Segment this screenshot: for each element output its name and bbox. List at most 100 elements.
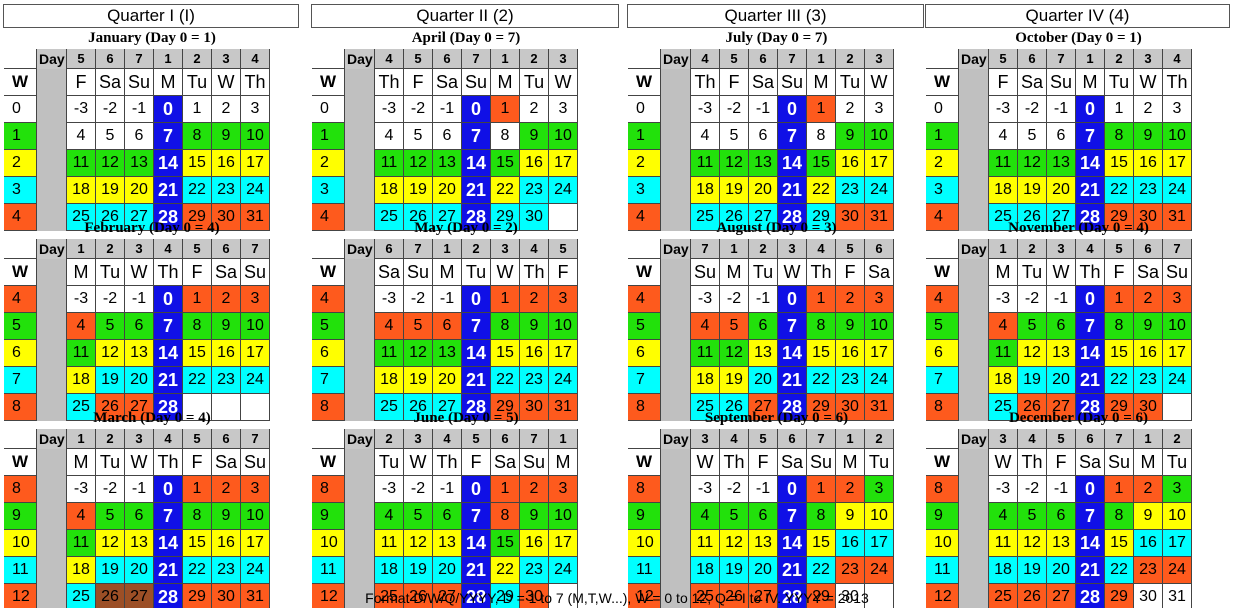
month-block: October (Day 0 = 1) Day 5 6 7 1 2 3 4 W F Sa Su M Tu W T… xyxy=(926,28,1231,231)
day-number: 4 xyxy=(520,239,549,259)
day-number: 7 xyxy=(1047,49,1076,69)
day-number: 2 xyxy=(1018,239,1047,259)
gray-spacer xyxy=(345,286,375,313)
month-title: June (Day 0 = 5) xyxy=(413,410,519,426)
gray-spacer xyxy=(661,367,691,394)
day-cell: 31 xyxy=(241,204,270,231)
week-number: 3 xyxy=(312,177,345,204)
day-cell: 19 xyxy=(96,177,125,204)
weekday-name: Su xyxy=(404,259,433,286)
day-cell: -1 xyxy=(1047,286,1076,313)
month-grid: Day 2 3 4 5 6 7 1 W Tu W Th F Sa Su M 8 -3 -2 -1 0 1 2 3 9 4 5 6 7 8 9… xyxy=(312,429,578,608)
day-cell: 6 xyxy=(1047,503,1076,530)
day-cell: 19 xyxy=(1018,177,1047,204)
day-cell: 15 xyxy=(491,530,520,557)
gray-spacer xyxy=(661,503,691,530)
day-cell: 30 xyxy=(520,584,549,608)
day-zero-cell: 14 xyxy=(778,150,807,177)
day-number: 7 xyxy=(691,239,720,259)
day-cell: 31 xyxy=(549,394,578,421)
day-cell: -3 xyxy=(691,476,720,503)
gray-spacer xyxy=(345,530,375,557)
month-grid: Day 7 1 2 3 4 5 6 W Su M Tu W Th F Sa 4 -3 -2 -1 0 1 2 3 5 4 5 6 7 8 9… xyxy=(628,239,894,421)
day-cell: 29 xyxy=(491,204,520,231)
weekday-name: M xyxy=(807,69,836,96)
month-block: January (Day 0 = 1) Day 5 6 7 1 2 3 4 W F Sa Su M Tu W T… xyxy=(4,28,300,231)
day-zero-cell: 28 xyxy=(462,584,491,608)
day-cell: 2 xyxy=(1134,286,1163,313)
day-cell: 26 xyxy=(1018,204,1047,231)
day-number: 7 xyxy=(462,49,491,69)
weekday-name: Sa xyxy=(1018,69,1047,96)
day-cell: 25 xyxy=(67,584,96,608)
day-cell: 25 xyxy=(375,394,404,421)
day-cell: 13 xyxy=(749,340,778,367)
day-number: 7 xyxy=(404,239,433,259)
day-cell: 20 xyxy=(433,177,462,204)
day-cell: 15 xyxy=(183,340,212,367)
gray-spacer xyxy=(37,96,67,123)
gray-spacer xyxy=(661,150,691,177)
week-number: 5 xyxy=(4,313,37,340)
day-cell: 3 xyxy=(865,286,894,313)
weekday-name: Tu xyxy=(1163,449,1192,476)
weekday-name: Tu xyxy=(865,449,894,476)
day-cell: 15 xyxy=(1105,150,1134,177)
gray-spacer xyxy=(959,69,989,96)
week-number: 12 xyxy=(628,584,661,608)
day-cell: 18 xyxy=(375,557,404,584)
day-cell: 3 xyxy=(549,286,578,313)
weekday-name: W xyxy=(549,69,578,96)
gray-spacer xyxy=(345,259,375,286)
day-cell: 23 xyxy=(212,557,241,584)
weekday-name: Su xyxy=(462,69,491,96)
gray-spacer xyxy=(345,367,375,394)
weekday-name: M xyxy=(1076,69,1105,96)
weekday-name: M xyxy=(549,449,578,476)
gray-spacer xyxy=(37,204,67,231)
day-cell: 17 xyxy=(1163,150,1192,177)
corner-cell xyxy=(312,239,345,259)
day-number: 2 xyxy=(183,49,212,69)
weekday-name: F xyxy=(836,259,865,286)
day-cell: 29 xyxy=(807,584,836,608)
day-zero-cell: 0 xyxy=(462,476,491,503)
day-cell xyxy=(865,584,894,608)
day-number: 3 xyxy=(1047,239,1076,259)
day-cell: 29 xyxy=(183,584,212,608)
day-cell: 4 xyxy=(989,313,1018,340)
day-number: 4 xyxy=(807,239,836,259)
day-cell: 15 xyxy=(1105,340,1134,367)
day-cell: 9 xyxy=(212,123,241,150)
day-cell: 26 xyxy=(96,394,125,421)
day-cell: 13 xyxy=(433,150,462,177)
corner-cell xyxy=(926,429,959,449)
day-number: 6 xyxy=(375,239,404,259)
day-cell: 19 xyxy=(96,367,125,394)
month-title: March (Day 0 = 4) xyxy=(93,410,211,426)
day-zero-cell: 28 xyxy=(1076,204,1105,231)
weekday-name: Su xyxy=(520,449,549,476)
day-number: 4 xyxy=(720,429,749,449)
day-cell xyxy=(212,394,241,421)
gray-spacer xyxy=(661,123,691,150)
day-cell: -1 xyxy=(433,476,462,503)
day-cell: 12 xyxy=(96,150,125,177)
day-cell: 15 xyxy=(491,340,520,367)
day-cell: 22 xyxy=(807,177,836,204)
weekday-name: M xyxy=(720,259,749,286)
weekday-name: W xyxy=(125,259,154,286)
day-zero-cell: 7 xyxy=(154,313,183,340)
day-cell: 31 xyxy=(1163,204,1192,231)
month-grid: Day 5 6 7 1 2 3 4 W F Sa Su M Tu W Th 0 -3 -2 -1 0 1 2 3 1 4 5 6 7 8 9… xyxy=(4,49,270,231)
day-cell: 6 xyxy=(433,313,462,340)
day-cell: 5 xyxy=(96,503,125,530)
gray-spacer xyxy=(661,476,691,503)
week-header: W xyxy=(312,69,345,96)
weekday-name: Tu xyxy=(1018,259,1047,286)
day-number: 1 xyxy=(433,239,462,259)
week-number: 7 xyxy=(926,367,959,394)
day-cell: 4 xyxy=(375,123,404,150)
day-number: 3 xyxy=(691,429,720,449)
day-number: 3 xyxy=(491,239,520,259)
